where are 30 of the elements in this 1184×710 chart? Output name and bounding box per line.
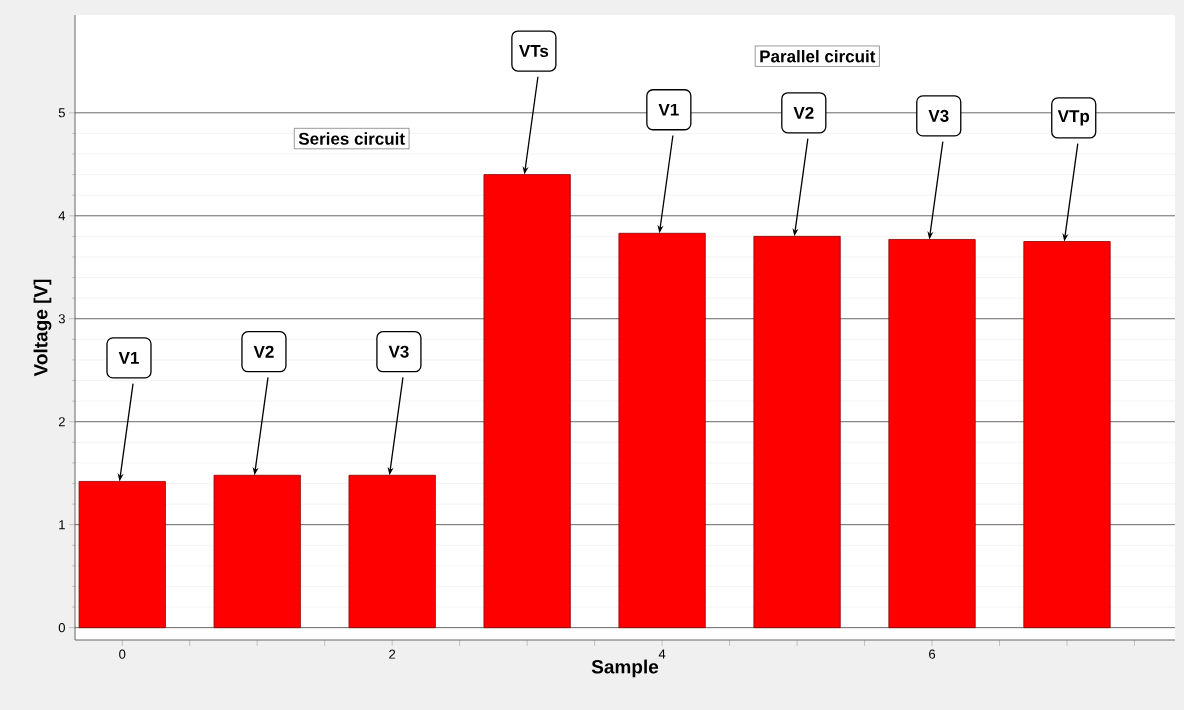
x-axis-title: Sample: [591, 659, 659, 678]
annotation: V2: [253, 345, 274, 358]
annotation: Parallel circuit: [760, 49, 876, 63]
annotation: V2: [793, 106, 814, 119]
y-axis-title: Voltage [V]: [33, 279, 52, 377]
bar: [483, 174, 571, 629]
bar: [753, 235, 841, 629]
annotation: V3: [388, 345, 409, 358]
bar: [78, 481, 166, 629]
annotation: VTs: [519, 45, 549, 57]
y-tick-label: 1: [59, 520, 65, 530]
y-tick-label: 5: [58, 108, 65, 118]
x-tick-label: 0: [119, 649, 126, 659]
bar: [348, 474, 436, 629]
x-tick-label: 2: [389, 649, 396, 659]
x-tick-label: 6: [929, 649, 936, 659]
y-tick-label: 4: [58, 211, 66, 221]
annotation: V1: [118, 352, 139, 364]
annotation: V1: [658, 103, 679, 116]
y-tick-label: 2: [58, 417, 65, 427]
bar: [213, 474, 301, 629]
annotation: V3: [928, 109, 949, 122]
y-tick-label: 3: [58, 314, 65, 324]
x-tick-label: 4: [658, 649, 666, 659]
annotation: Series circuit: [298, 132, 405, 145]
bar: [1023, 241, 1111, 629]
bar: [888, 239, 976, 629]
bar: [618, 232, 706, 629]
annotation: VTp: [1057, 110, 1090, 126]
y-tick-label: 0: [58, 623, 65, 633]
